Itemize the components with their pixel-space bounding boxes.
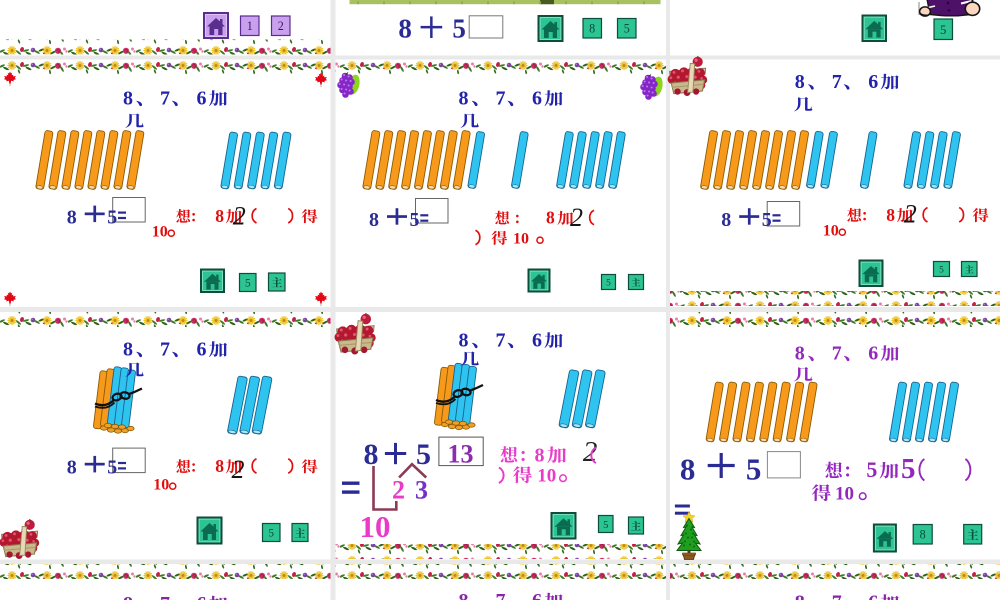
svg-text:5: 5 bbox=[416, 438, 431, 471]
svg-text:8: 8 bbox=[795, 71, 805, 93]
svg-text:5: 5 bbox=[746, 452, 762, 487]
svg-text:2: 2 bbox=[392, 475, 405, 504]
svg-text:7: 7 bbox=[832, 592, 842, 600]
svg-text:5: 5 bbox=[762, 209, 772, 231]
svg-text:7: 7 bbox=[160, 339, 170, 361]
svg-text:10: 10 bbox=[835, 484, 854, 505]
svg-text:6: 6 bbox=[197, 339, 207, 361]
svg-text:8: 8 bbox=[886, 205, 895, 225]
svg-text:8: 8 bbox=[123, 339, 133, 361]
svg-text:8: 8 bbox=[721, 209, 731, 231]
svg-text:5: 5 bbox=[107, 206, 117, 228]
svg-text:8: 8 bbox=[67, 206, 77, 228]
svg-text:7: 7 bbox=[496, 590, 506, 600]
svg-text:8: 8 bbox=[459, 330, 469, 352]
svg-text:6: 6 bbox=[532, 88, 542, 110]
svg-text:13: 13 bbox=[448, 440, 474, 469]
svg-text:8: 8 bbox=[546, 208, 555, 228]
svg-text:8: 8 bbox=[67, 457, 77, 479]
svg-text:5: 5 bbox=[268, 528, 274, 540]
svg-text:8: 8 bbox=[369, 209, 379, 231]
svg-text:6: 6 bbox=[197, 593, 207, 600]
svg-text:5: 5 bbox=[940, 23, 946, 37]
svg-text:8: 8 bbox=[795, 592, 805, 600]
svg-text:8: 8 bbox=[589, 22, 595, 36]
svg-text:6: 6 bbox=[868, 592, 878, 600]
svg-text:5: 5 bbox=[107, 457, 117, 479]
svg-text:10: 10 bbox=[513, 231, 529, 248]
svg-text:2: 2 bbox=[278, 19, 284, 33]
svg-text:2: 2 bbox=[233, 202, 246, 231]
svg-text:10: 10 bbox=[360, 509, 391, 544]
svg-text:5: 5 bbox=[603, 520, 608, 531]
svg-text:10: 10 bbox=[152, 224, 168, 241]
svg-text:6: 6 bbox=[197, 88, 207, 110]
svg-text:8: 8 bbox=[123, 88, 133, 110]
svg-text:5: 5 bbox=[245, 278, 251, 290]
svg-text:5: 5 bbox=[901, 453, 916, 485]
svg-text:7: 7 bbox=[496, 88, 506, 110]
svg-text:8: 8 bbox=[364, 438, 379, 471]
svg-text:8: 8 bbox=[123, 593, 133, 600]
svg-text:10: 10 bbox=[537, 466, 556, 487]
svg-text:7: 7 bbox=[832, 343, 842, 365]
svg-text:6: 6 bbox=[532, 590, 542, 600]
svg-text:8: 8 bbox=[795, 343, 805, 365]
svg-text:7: 7 bbox=[496, 330, 506, 352]
svg-text:2: 2 bbox=[583, 436, 598, 468]
svg-text:2: 2 bbox=[570, 203, 583, 232]
svg-text:5: 5 bbox=[452, 14, 466, 44]
svg-text:8: 8 bbox=[398, 14, 412, 44]
svg-text:8: 8 bbox=[215, 456, 224, 476]
svg-text:7: 7 bbox=[832, 71, 842, 93]
svg-text:7: 7 bbox=[160, 593, 170, 600]
svg-text:5: 5 bbox=[606, 278, 611, 288]
svg-text:5: 5 bbox=[410, 209, 420, 231]
svg-text:8: 8 bbox=[459, 590, 469, 600]
svg-text:5: 5 bbox=[939, 265, 944, 275]
svg-text:1: 1 bbox=[247, 19, 253, 33]
svg-text:5: 5 bbox=[624, 22, 630, 36]
svg-text:6: 6 bbox=[868, 343, 878, 365]
svg-text:5: 5 bbox=[866, 457, 877, 482]
svg-text:10: 10 bbox=[823, 223, 839, 240]
svg-text:2: 2 bbox=[904, 200, 917, 229]
svg-text:6: 6 bbox=[532, 330, 542, 352]
svg-text:8: 8 bbox=[459, 88, 469, 110]
svg-text:8: 8 bbox=[535, 445, 545, 467]
svg-text:8: 8 bbox=[920, 528, 926, 542]
svg-text:7: 7 bbox=[160, 88, 170, 110]
svg-text:3: 3 bbox=[415, 475, 428, 504]
svg-text:8: 8 bbox=[215, 206, 224, 226]
svg-text:8: 8 bbox=[680, 452, 696, 487]
svg-text:6: 6 bbox=[868, 71, 878, 93]
svg-text:10: 10 bbox=[153, 477, 169, 494]
svg-text:2: 2 bbox=[232, 455, 245, 484]
